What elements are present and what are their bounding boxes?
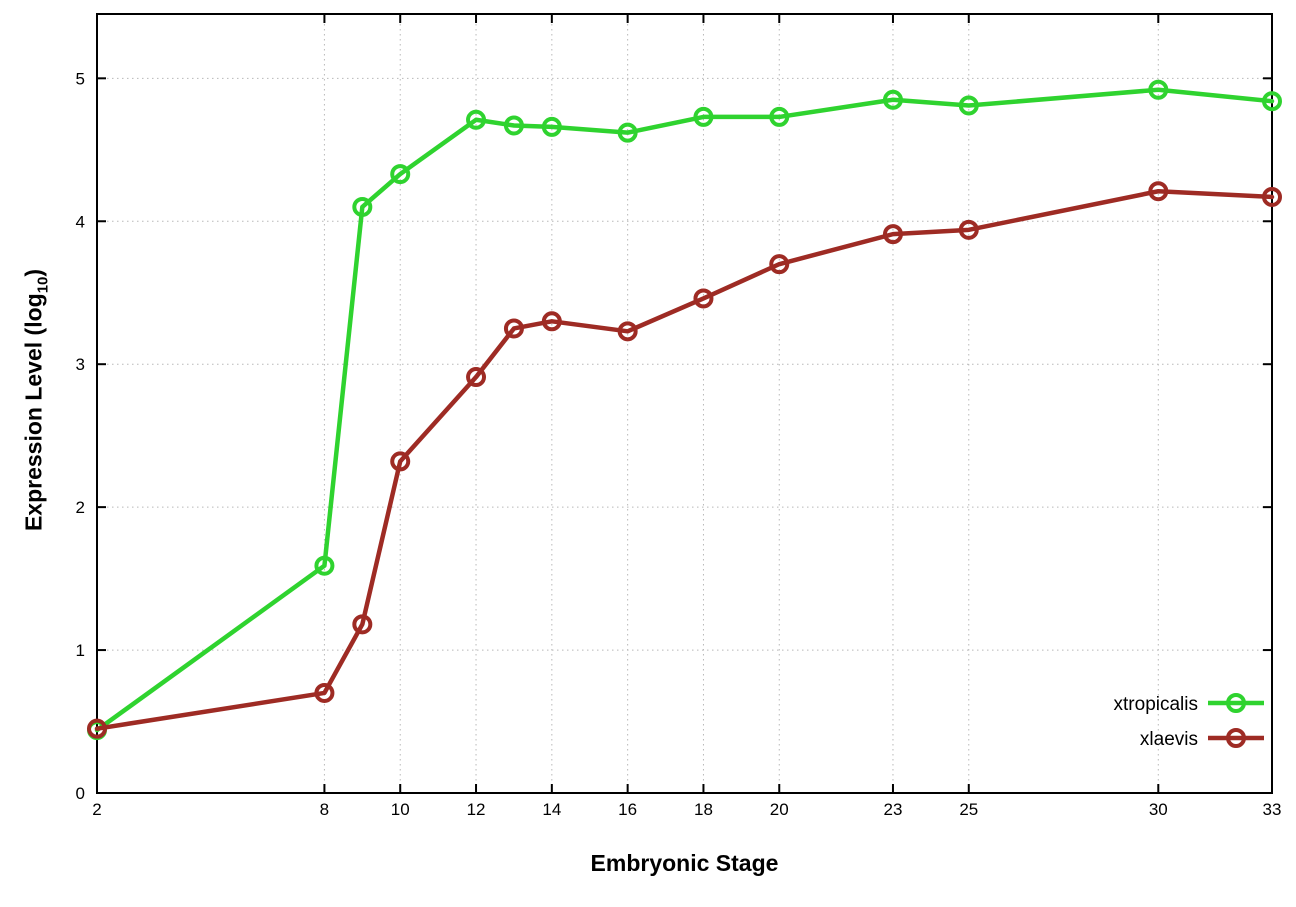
y-tick-label: 0 [76, 784, 85, 803]
legend-entry-xlaevis: xlaevis [1140, 728, 1264, 750]
legend-label: xtropicalis [1114, 694, 1198, 715]
y-axis-label-text: Expression Level (log [20, 293, 47, 532]
data-point-xlaevis [466, 367, 487, 388]
y-tick-label: 4 [76, 212, 85, 231]
y-tick-label: 3 [76, 355, 85, 374]
y-tick-label: 1 [76, 641, 85, 660]
x-tick-label: 30 [1149, 800, 1168, 819]
x-tick-label: 12 [467, 800, 486, 819]
data-point-xlaevis [769, 254, 790, 275]
x-tick-label: 2 [92, 800, 101, 819]
data-point-xlaevis [1148, 181, 1169, 202]
y-axis-label-subscript: 10 [34, 276, 52, 294]
legend-label: xlaevis [1140, 729, 1198, 750]
data-point-xtropicalis [541, 116, 562, 137]
data-point-xtropicalis [693, 106, 714, 127]
data-point-xlaevis [882, 224, 903, 245]
data-point-xlaevis [352, 614, 373, 635]
data-point-xtropicalis [1148, 79, 1169, 100]
data-point-xtropicalis [1262, 91, 1282, 112]
data-point-xtropicalis [466, 109, 487, 130]
legend-marker [1226, 728, 1246, 748]
x-tick-label: 18 [694, 800, 713, 819]
data-point-xlaevis [87, 718, 107, 739]
data-point-xtropicalis [882, 89, 903, 110]
data-point-xlaevis [693, 288, 714, 309]
x-tick-label: 10 [391, 800, 410, 819]
data-point-xtropicalis [503, 115, 524, 136]
y-axis-label-suffix: ) [20, 268, 47, 277]
data-point-xtropicalis [314, 555, 335, 576]
data-point-xtropicalis [390, 164, 411, 185]
data-point-xlaevis [503, 318, 524, 339]
series-line-xlaevis [94, 188, 1275, 731]
data-point-xlaevis [541, 311, 562, 332]
data-point-xlaevis [617, 321, 638, 342]
data-point-xlaevis [390, 451, 411, 472]
data-point-xtropicalis [769, 106, 790, 127]
y-tick-label: 5 [76, 69, 85, 88]
data-point-xtropicalis [352, 196, 373, 217]
series-line-xtropicalis [94, 87, 1275, 733]
x-tick-label: 20 [770, 800, 789, 819]
x-tick-label: 8 [320, 800, 329, 819]
data-point-xtropicalis [617, 122, 638, 143]
x-tick-label: 33 [1263, 800, 1282, 819]
x-tick-label: 23 [884, 800, 903, 819]
x-axis-label: Embryonic Stage [590, 850, 779, 876]
x-tick-label: 25 [959, 800, 978, 819]
x-tick-label: 14 [542, 800, 561, 819]
x-tick-label: 16 [618, 800, 637, 819]
data-point-xlaevis [1262, 186, 1282, 207]
data-point-xlaevis [314, 682, 335, 703]
y-axis-label: Expression Level (log10) [21, 269, 52, 531]
data-point-xtropicalis [958, 95, 979, 116]
legend-marker [1226, 693, 1246, 713]
plot-border [96, 13, 1273, 794]
y-tick-label: 2 [76, 498, 85, 517]
legend-entry-xtropicalis: xtropicalis [1114, 693, 1264, 715]
data-point-xlaevis [958, 219, 979, 240]
